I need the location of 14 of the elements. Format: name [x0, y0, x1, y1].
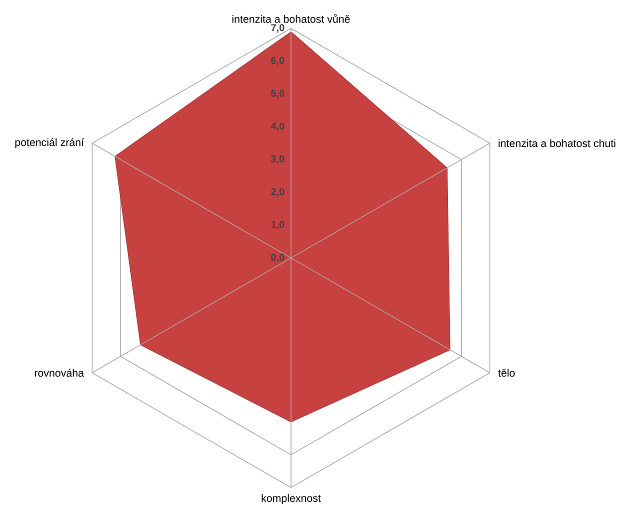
y-tick-label: 2,0: [271, 188, 284, 197]
spoke-label: komplexnost: [262, 494, 321, 504]
y-tick-label: 1,0: [271, 220, 284, 230]
y-tick-label: 0,0: [271, 254, 284, 262]
y-tick-label: 7,0: [271, 24, 284, 33]
spoke-label: tělo: [498, 368, 515, 377]
spoke-label: intenzita a bohatost chuti: [498, 139, 616, 148]
y-tick-label: 5,0: [271, 90, 284, 98]
spoke-label: rovnováha: [34, 368, 84, 377]
y-tick-label: 6,0: [271, 56, 284, 66]
spoke-label: intenzita a bohatost vůně: [232, 14, 350, 23]
y-tick-label: 4,0: [270, 122, 284, 132]
y-tick-label: 3,0: [270, 155, 284, 164]
spoke-label: potenciál zrání: [15, 138, 84, 148]
